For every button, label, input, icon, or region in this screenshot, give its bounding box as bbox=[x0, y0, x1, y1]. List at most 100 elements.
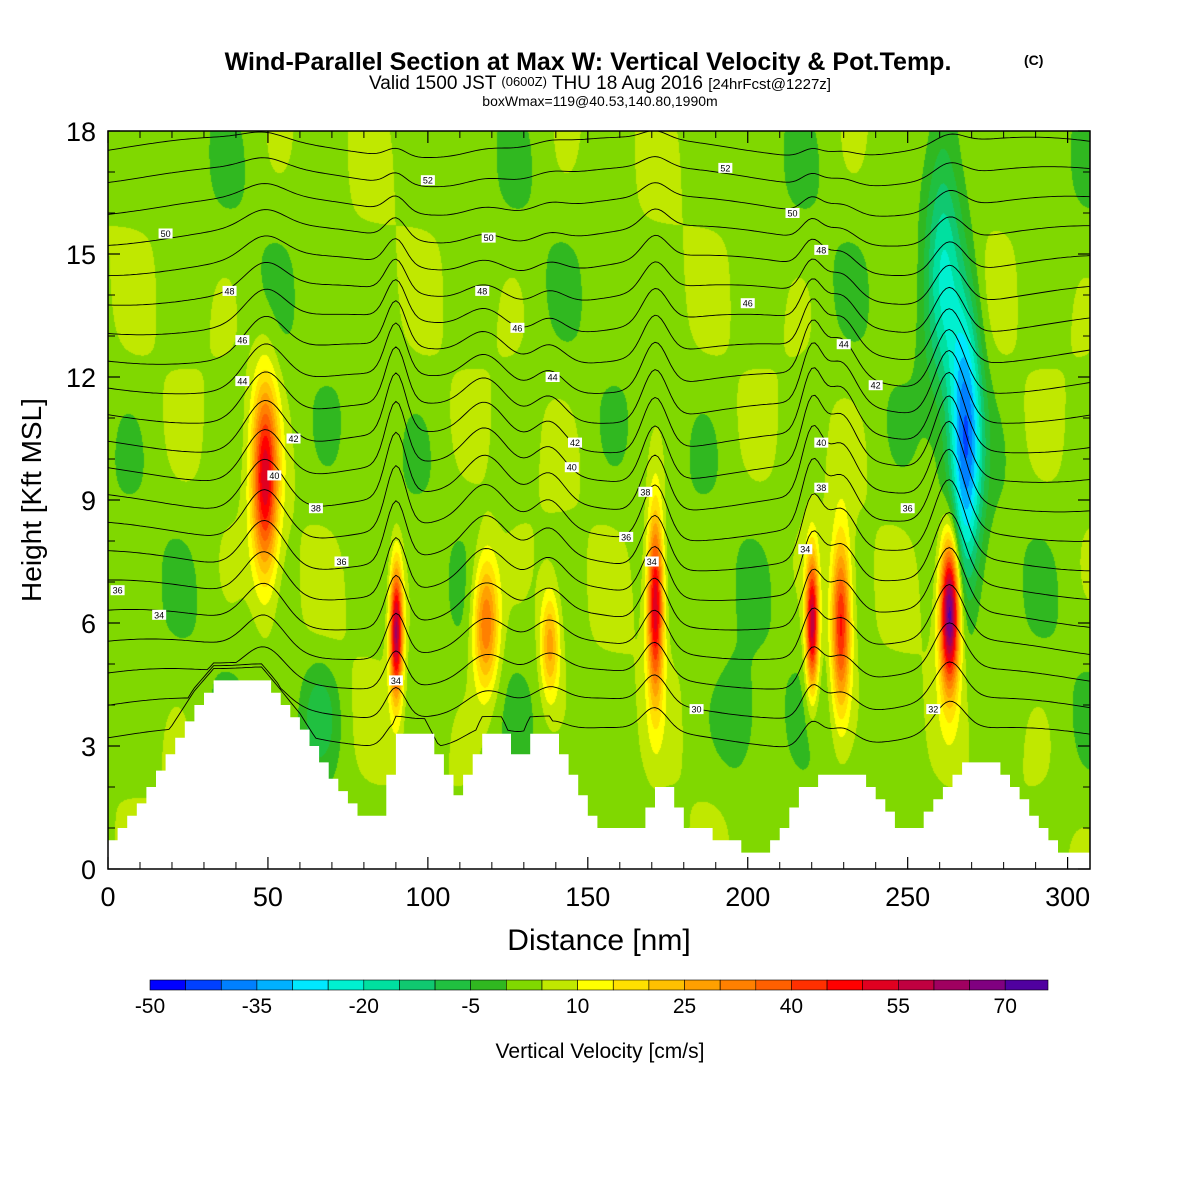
colorbar-swatch bbox=[933, 979, 970, 991]
contour-label: 38 bbox=[638, 486, 653, 497]
colorbar-swatch bbox=[149, 979, 186, 991]
colorbar-swatch bbox=[862, 979, 899, 991]
svg-text:50: 50 bbox=[484, 233, 494, 243]
colorbar-tick-label: -35 bbox=[242, 995, 272, 1018]
isentrope-line bbox=[108, 156, 1090, 188]
colorbar-swatch bbox=[541, 979, 578, 991]
svg-text:34: 34 bbox=[647, 557, 657, 567]
plot-area: 3634504846444240383634525048464442403836… bbox=[66, 117, 1091, 912]
isentrope-line bbox=[108, 367, 1090, 454]
colorbar-swatch bbox=[755, 979, 792, 991]
x-tick-label: 0 bbox=[100, 882, 115, 912]
svg-text:52: 52 bbox=[423, 176, 433, 186]
svg-text:50: 50 bbox=[161, 229, 171, 239]
contour-label: 46 bbox=[510, 322, 525, 333]
contour-label: 42 bbox=[868, 380, 883, 391]
contour-label: 34 bbox=[644, 556, 659, 567]
svg-text:42: 42 bbox=[570, 438, 580, 448]
contour-label: 38 bbox=[308, 503, 323, 514]
contour-labels: 36 34 50 48 46 44 42 40 38 36 34 52 50 48 46 44 42 40 38 36… bbox=[110, 162, 941, 715]
contour-label: 34 bbox=[388, 675, 403, 686]
potential-temperature-contours bbox=[108, 131, 1090, 748]
contour-label: 40 bbox=[267, 470, 282, 481]
contour-label: 36 bbox=[334, 556, 349, 567]
colorbar-tick-label: 70 bbox=[994, 995, 1017, 1018]
colorbar-tick-label: -50 bbox=[135, 995, 165, 1018]
x-axis-label: Distance [nm] bbox=[507, 924, 690, 957]
contour-label: 32 bbox=[926, 704, 941, 715]
chart-title: Wind-Parallel Section at Max W: Vertical… bbox=[225, 48, 952, 76]
svg-text:34: 34 bbox=[391, 676, 401, 686]
colorbar-swatch bbox=[684, 979, 721, 991]
subtitle-valid-time: Valid 1500 JST bbox=[369, 73, 501, 94]
svg-text:48: 48 bbox=[477, 286, 487, 296]
svg-text:40: 40 bbox=[816, 438, 826, 448]
contour-label: 36 bbox=[900, 503, 915, 514]
contour-label: 44 bbox=[235, 376, 250, 387]
isentrope-line bbox=[108, 479, 1090, 572]
colorbar-swatch bbox=[470, 979, 507, 991]
svg-text:48: 48 bbox=[225, 286, 235, 296]
isentrope-line bbox=[108, 319, 1090, 395]
colorbar-swatch bbox=[363, 979, 400, 991]
svg-text:34: 34 bbox=[154, 610, 164, 620]
isentrope-line bbox=[108, 182, 1090, 217]
contour-label: 42 bbox=[286, 433, 301, 444]
subtitle-date: THU 18 Aug 2016 bbox=[552, 73, 708, 94]
colorbar-swatch bbox=[505, 979, 543, 991]
isentrope-line bbox=[108, 394, 1090, 483]
svg-text:44: 44 bbox=[839, 340, 849, 350]
svg-text:36: 36 bbox=[113, 586, 123, 596]
terrain bbox=[108, 680, 1090, 869]
contour-label: 40 bbox=[564, 462, 579, 473]
x-tick-label: 250 bbox=[885, 882, 930, 912]
y-tick-label: 15 bbox=[66, 240, 96, 270]
svg-text:40: 40 bbox=[567, 463, 577, 473]
isentrope-line bbox=[108, 661, 1090, 719]
colorbar-tick-label: -5 bbox=[461, 995, 480, 1018]
subtitle-forecast: [24hrFcst@1227z] bbox=[708, 76, 831, 93]
isentrope-line bbox=[108, 584, 1090, 660]
isentrope-line bbox=[108, 278, 1090, 336]
colorbar-tick-label: 25 bbox=[673, 995, 696, 1018]
isentrope-line bbox=[108, 666, 1090, 748]
x-tick-label: 50 bbox=[253, 882, 283, 912]
contour-label: 44 bbox=[545, 372, 560, 383]
isentrope-line bbox=[108, 131, 1090, 158]
contour-label: 46 bbox=[235, 335, 250, 346]
contour-label: 48 bbox=[475, 285, 490, 296]
svg-text:50: 50 bbox=[788, 209, 798, 219]
y-tick-label: 9 bbox=[81, 486, 96, 516]
x-tick-label: 100 bbox=[405, 882, 450, 912]
colorbar: -50 -35 -20 -5 10 25 40 55 70 bbox=[135, 979, 1049, 1018]
contour-label: 52 bbox=[718, 162, 733, 173]
contour-label: 34 bbox=[798, 544, 813, 555]
svg-text:38: 38 bbox=[311, 504, 321, 514]
x-tick-label: 200 bbox=[725, 882, 770, 912]
subtitle-utc-time: (0600Z) bbox=[501, 74, 547, 89]
svg-text:30: 30 bbox=[692, 705, 702, 715]
svg-text:36: 36 bbox=[903, 504, 913, 514]
contour-label: 36 bbox=[619, 531, 634, 542]
isentrope-line bbox=[108, 234, 1090, 277]
svg-text:38: 38 bbox=[640, 487, 650, 497]
copyright-mark: (C) bbox=[1024, 52, 1043, 68]
contour-label: 36 bbox=[110, 585, 125, 596]
contour-label: 52 bbox=[420, 175, 435, 186]
y-tick-label: 3 bbox=[81, 732, 96, 762]
contour-label: 48 bbox=[222, 285, 237, 296]
isentrope-line bbox=[108, 420, 1090, 513]
svg-text:42: 42 bbox=[871, 381, 881, 391]
box-wmax-info: boxWmax=119@40.53,140.80,1990m bbox=[482, 93, 717, 109]
colorbar-swatch bbox=[327, 979, 365, 991]
contour-label: 34 bbox=[152, 609, 167, 620]
svg-text:36: 36 bbox=[336, 557, 346, 567]
colorbar-swatch bbox=[648, 979, 685, 991]
svg-text:52: 52 bbox=[720, 163, 730, 173]
y-tick-label: 6 bbox=[81, 609, 96, 639]
colorbar-swatch bbox=[185, 979, 222, 991]
y-tick-label: 0 bbox=[81, 855, 96, 885]
contour-label: 40 bbox=[814, 437, 829, 448]
